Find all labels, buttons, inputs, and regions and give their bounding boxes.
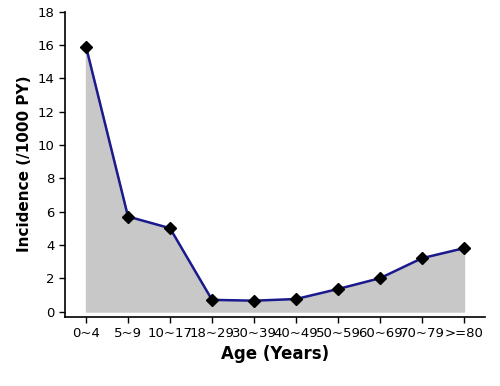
Y-axis label: Incidence (/1000 PY): Incidence (/1000 PY) <box>17 76 32 252</box>
X-axis label: Age (Years): Age (Years) <box>221 345 329 364</box>
